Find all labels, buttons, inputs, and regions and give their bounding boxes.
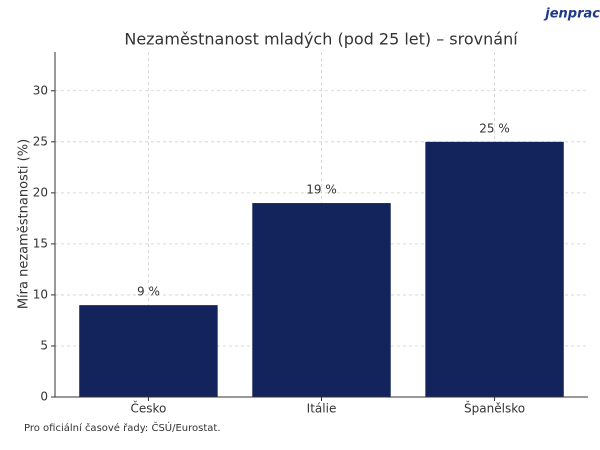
- x-tick-label: Španělsko: [464, 401, 525, 416]
- y-tick-label: 15: [33, 236, 48, 250]
- y-tick-label: 10: [33, 287, 48, 301]
- y-tick-label: 25: [33, 134, 48, 148]
- footnote: Pro oficiální časové řady: ČSÚ/Eurostat.: [24, 421, 221, 434]
- bar: [425, 141, 564, 397]
- value-label: 9 %: [137, 285, 160, 299]
- chart-title: Nezaměstnanost mladých (pod 25 let) – sr…: [124, 30, 518, 49]
- y-tick-label: 30: [33, 83, 48, 97]
- value-label: 25 %: [479, 121, 510, 135]
- y-tick-label: 20: [33, 185, 48, 199]
- y-axis-label: Míra nezaměstnanosti (%): [17, 139, 32, 309]
- value-label: 19 %: [306, 183, 337, 197]
- x-tick-label: Česko: [131, 401, 167, 416]
- y-tick-label: 0: [40, 390, 48, 404]
- x-tick-label: Itálie: [307, 402, 337, 416]
- y-tick-label: 5: [40, 338, 48, 352]
- bar: [79, 305, 218, 397]
- brand-logo: jenprac: [543, 7, 600, 22]
- bar: [252, 203, 391, 397]
